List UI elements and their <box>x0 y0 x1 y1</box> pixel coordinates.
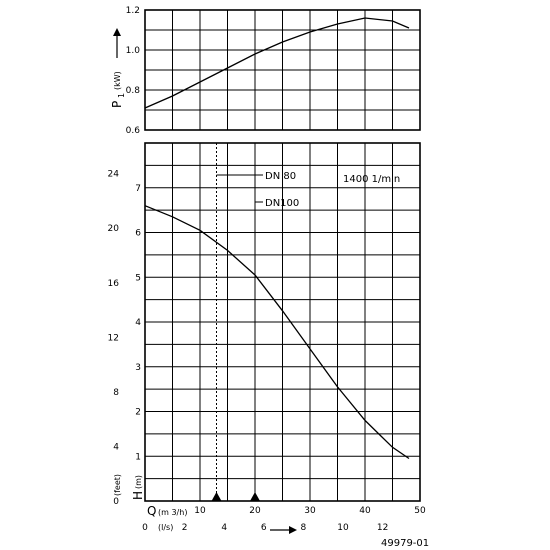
flow-ls-tick-label: 4 <box>221 523 227 533</box>
marker-triangle <box>250 492 260 501</box>
marker-triangle <box>211 492 222 501</box>
figure-id: 49979-01 <box>381 538 429 549</box>
head-axis-unit: (m) <box>134 475 143 489</box>
speed-annotation: 1400 1/min <box>343 174 400 185</box>
flow-m3h-tick-label: 10 <box>194 506 206 516</box>
flow-m3h-tick-label: 20 <box>249 506 261 516</box>
flow-axis-unit: (m 3/h) <box>158 508 187 517</box>
flow-m3h-tick-label: 30 <box>304 506 316 516</box>
power-y-tick-label: 1.2 <box>126 6 140 16</box>
head-panel-grid <box>145 143 420 501</box>
head-y-tick-label: 5 <box>135 273 141 283</box>
head-feet-tick-label: 12 <box>108 333 119 343</box>
head-feet-tick-label: 20 <box>108 224 120 234</box>
power-y-tick-label: 1.0 <box>126 46 141 56</box>
head-feet-tick-label: 24 <box>108 170 120 180</box>
head-y-tick-label: 4 <box>135 318 141 328</box>
pipe-size-markers: DN 80 DN100 <box>211 143 299 501</box>
head-y-tick-label: 3 <box>135 363 141 373</box>
flow-ls-tick-label: 8 <box>301 523 307 533</box>
flow-ls-tick-label: 12 <box>377 523 388 533</box>
power-panel-grid <box>145 10 420 130</box>
flow-ls-tick-label: 2 <box>182 523 188 533</box>
head-y-tick-label: 2 <box>135 408 141 418</box>
flow-arrow-head <box>289 526 297 534</box>
flow-ls-tick-label: 6 <box>261 523 267 533</box>
power-axis-label: P 1 (kW) <box>110 28 126 108</box>
head-y-tick-label: 7 <box>135 184 141 194</box>
head-feet-tick-label: 16 <box>108 279 120 289</box>
head-y-tick-labels: 1 2 3 4 5 6 7 <box>135 184 141 463</box>
flow-axis-symbol: Q <box>147 504 156 518</box>
flow-ls-tick-label: 10 <box>337 523 349 533</box>
power-axis-unit: (kW) <box>113 71 122 90</box>
power-y-tick-label: 0.6 <box>126 126 141 136</box>
flow-axis-ls-label: (l/s) <box>158 523 173 532</box>
flow-ls-tick-labels: 0 2 4 6 8 10 12 <box>142 523 388 533</box>
power-axis-symbol: P <box>110 101 124 108</box>
power-y-tick-label: 0.8 <box>126 86 141 96</box>
flow-m3h-tick-label: 40 <box>359 506 371 516</box>
marker-label: DN100 <box>265 198 299 209</box>
head-y-tick-label: 1 <box>135 452 141 462</box>
flow-axis-label: Q (m 3/h) (l/s) <box>147 504 297 534</box>
power-curve <box>144 17 410 109</box>
head-feet-tick-label: 0 <box>113 497 119 507</box>
power-axis-subscript: 1 <box>117 93 126 98</box>
head-feet-tick-label: 4 <box>113 442 119 452</box>
head-curve <box>144 205 410 460</box>
head-y-tick-label: 6 <box>135 229 141 239</box>
flow-m3h-tick-labels: 10 20 30 40 50 <box>194 506 426 516</box>
head-feet-tick-label: 8 <box>113 388 119 398</box>
power-y-tick-labels: 0.6 0.8 1.0 1.2 <box>126 6 141 136</box>
head-panel-frame <box>144 142 421 502</box>
head-axis-label: H (m) (feet) <box>113 474 145 500</box>
flow-m3h-tick-label: 50 <box>414 506 426 516</box>
power-panel-frame <box>144 9 421 131</box>
head-axis-symbol: H <box>131 491 145 500</box>
flow-ls-tick-label: 0 <box>142 523 148 533</box>
marker-label: DN 80 <box>265 171 296 182</box>
head-axis-feet-label: (feet) <box>113 474 122 496</box>
head-feet-tick-labels: 0 4 8 12 16 20 24 <box>108 170 120 507</box>
